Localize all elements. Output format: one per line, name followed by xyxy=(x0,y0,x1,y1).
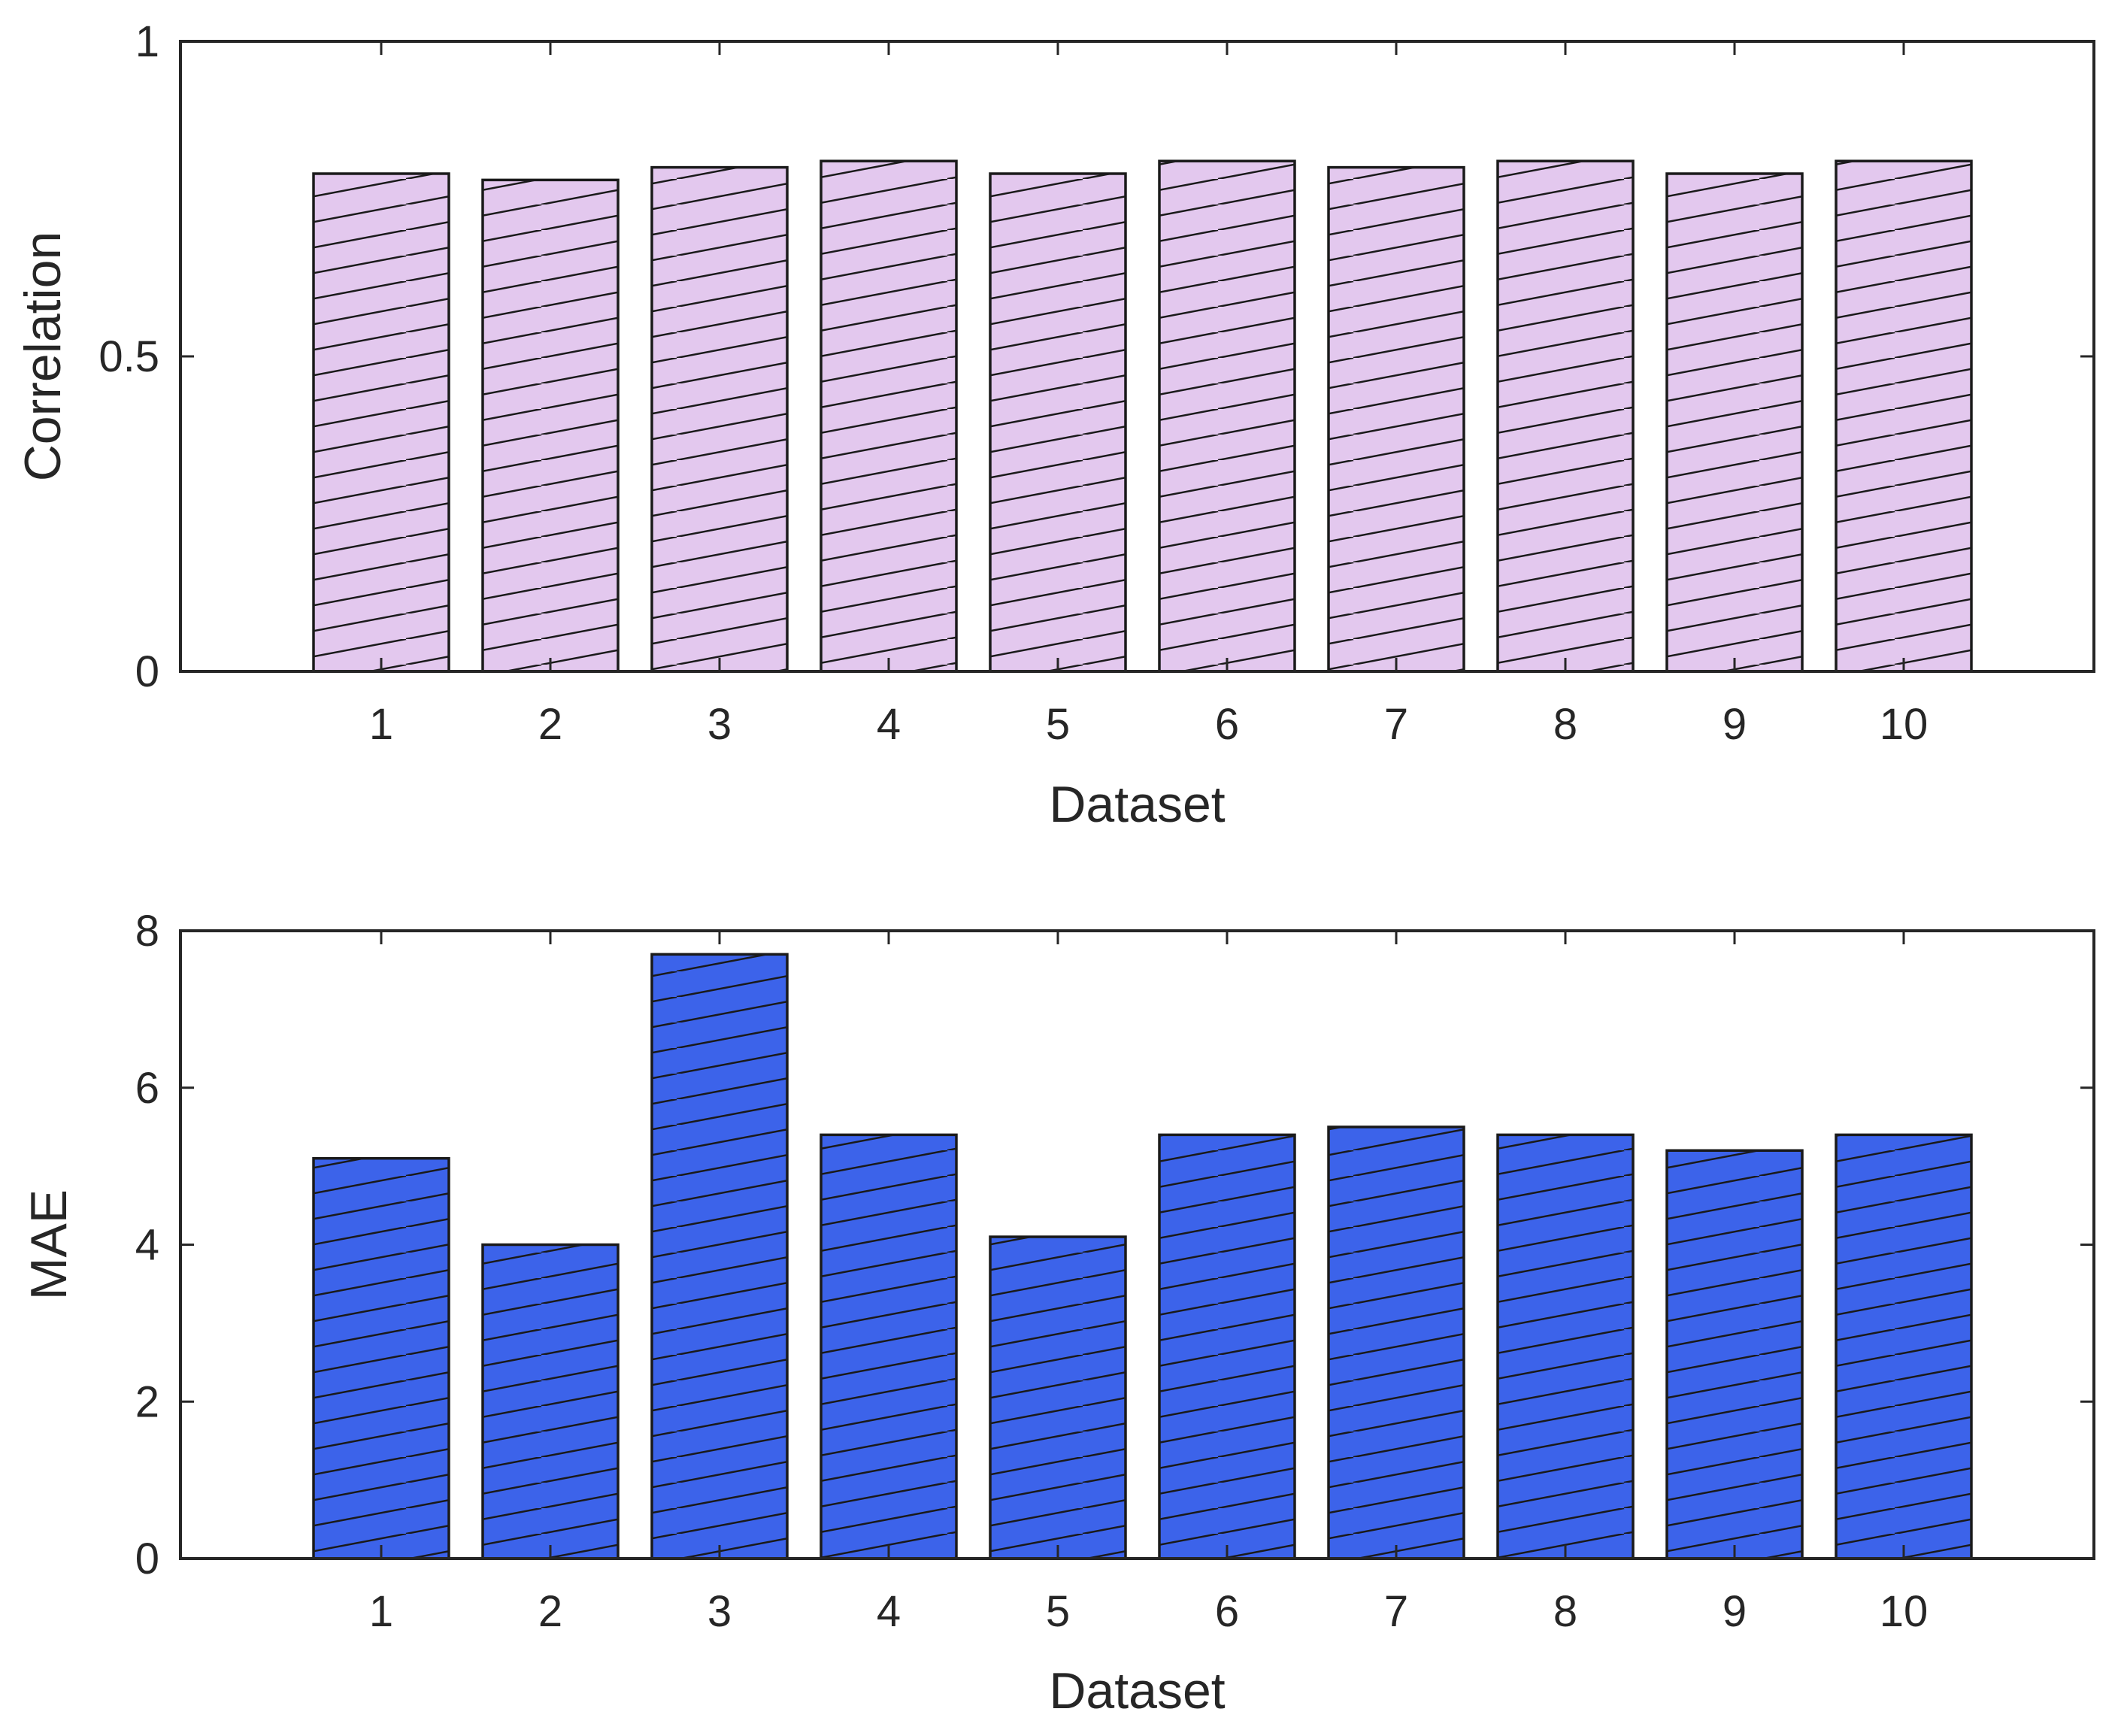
mae-y-axis-label: MAE xyxy=(20,1189,77,1300)
correlation-y-tick-label: 0 xyxy=(135,647,159,696)
mae-bar-7 xyxy=(1327,1126,1465,1560)
mae-bars xyxy=(312,953,1973,1560)
mae-x-tick-label: 6 xyxy=(1215,1587,1239,1636)
mae-x-tick-label: 8 xyxy=(1553,1587,1577,1636)
mae-ticks: 1 2 3 4 5 6 7 8 9 10 0 2 4 6 8 xyxy=(135,907,2094,1636)
mae-bar-4 xyxy=(820,1133,958,1560)
correlation-bars xyxy=(312,159,1973,673)
mae-x-tick-label: 7 xyxy=(1384,1587,1408,1636)
mae-bar-3 xyxy=(650,953,789,1560)
correlation-x-tick-label: 4 xyxy=(877,700,901,749)
correlation-x-tick-label: 6 xyxy=(1215,700,1239,749)
mae-x-tick-label: 4 xyxy=(877,1587,901,1636)
mae-bar-6 xyxy=(1158,1133,1296,1560)
mae-bar-5 xyxy=(989,1235,1127,1560)
mae-x-tick-label: 9 xyxy=(1723,1587,1747,1636)
correlation-bar-1 xyxy=(312,172,450,673)
correlation-y-tick-label: 1 xyxy=(135,17,159,66)
mae-y-tick-label: 8 xyxy=(135,907,159,956)
mae-y-tick-label: 0 xyxy=(135,1535,159,1583)
mae-bar-2 xyxy=(481,1243,620,1560)
mae-x-tick-label: 3 xyxy=(707,1587,732,1636)
correlation-y-tick-label: 0.5 xyxy=(98,332,159,381)
mae-panel: 1 2 3 4 5 6 7 8 9 10 0 2 4 6 8 Dataset MAE xyxy=(20,907,2095,1719)
mae-y-tick-label: 4 xyxy=(135,1221,159,1270)
correlation-x-tick-label: 10 xyxy=(1880,700,1929,749)
mae-x-tick-label: 1 xyxy=(369,1587,393,1636)
mae-x-axis-label: Dataset xyxy=(1049,1662,1225,1719)
correlation-bar-10 xyxy=(1835,159,1973,673)
mae-bar-9 xyxy=(1665,1149,1804,1560)
mae-bar-8 xyxy=(1496,1133,1635,1560)
correlation-x-tick-label: 7 xyxy=(1384,700,1408,749)
correlation-bar-7 xyxy=(1327,165,1465,673)
mae-y-tick-label: 6 xyxy=(135,1064,159,1113)
mae-x-tick-label: 5 xyxy=(1046,1587,1070,1636)
mae-x-tick-label: 10 xyxy=(1880,1587,1929,1636)
correlation-panel: 1 2 3 4 5 6 7 8 9 10 0 0.5 1 Dataset Correlation xyxy=(14,17,2095,833)
mae-x-tick-label: 2 xyxy=(538,1587,562,1636)
correlation-x-tick-label: 8 xyxy=(1553,700,1577,749)
correlation-ticks: 1 2 3 4 5 6 7 8 9 10 0 0.5 1 xyxy=(98,17,2094,749)
correlation-y-axis-label: Correlation xyxy=(14,232,71,482)
correlation-x-tick-label: 3 xyxy=(707,700,732,749)
correlation-bar-6 xyxy=(1158,159,1296,673)
correlation-x-tick-label: 9 xyxy=(1723,700,1747,749)
correlation-x-tick-label: 5 xyxy=(1046,700,1070,749)
correlation-bar-5 xyxy=(989,172,1127,673)
correlation-axes-frame xyxy=(179,40,2095,673)
mae-bar-10 xyxy=(1835,1133,1973,1560)
correlation-bar-9 xyxy=(1665,172,1804,673)
mae-bar-1 xyxy=(312,1156,450,1560)
correlation-bar-2 xyxy=(481,178,620,673)
correlation-x-tick-label: 2 xyxy=(538,700,562,749)
correlation-bar-8 xyxy=(1496,159,1635,673)
correlation-x-tick-label: 1 xyxy=(369,700,393,749)
correlation-bar-4 xyxy=(820,159,958,673)
mae-axes-frame xyxy=(179,929,2095,1560)
mae-y-tick-label: 2 xyxy=(135,1377,159,1426)
correlation-bar-3 xyxy=(650,165,789,673)
correlation-x-axis-label: Dataset xyxy=(1049,776,1225,833)
